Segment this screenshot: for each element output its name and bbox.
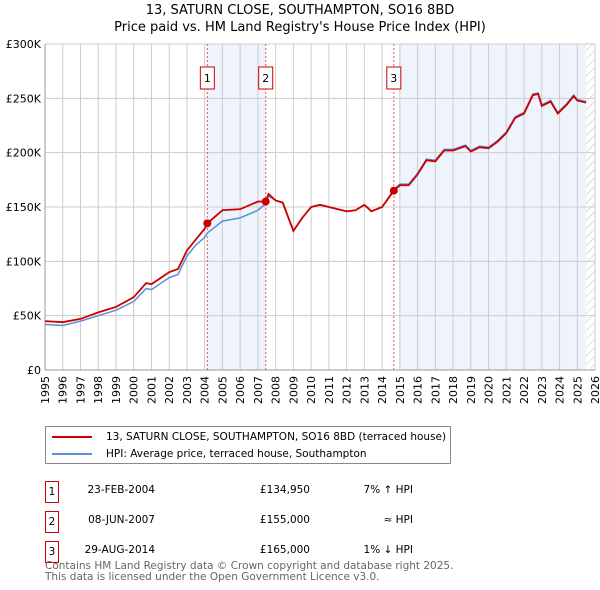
x-tick-label: 2018 — [447, 376, 460, 404]
y-tick-label: £100K — [6, 255, 42, 268]
sale-point — [261, 197, 270, 206]
sale-point — [203, 219, 212, 228]
chart-subtitle: Price paid vs. HM Land Registry's House … — [114, 20, 486, 35]
sale-hpi-compare: 7% ↑ HPI — [363, 484, 413, 496]
plot-area: 1995 1996 1997 1998 1999 2000 2001 2002 2003 2004… — [6, 38, 600, 404]
x-tick-label: 1999 — [110, 376, 123, 404]
x-tick-label: 2016 — [412, 376, 425, 404]
x-tick-label: 2007 — [252, 376, 265, 404]
legend-red-line-icon — [52, 436, 92, 438]
x-tick-label: 2010 — [305, 376, 318, 404]
x-tick-label: 1998 — [92, 376, 105, 404]
y-tick-label: £0 — [27, 364, 41, 377]
sale-number-badge: 2 — [45, 511, 59, 533]
sale-date: 08-JUN-2007 — [88, 514, 155, 526]
x-tick-label: 2024 — [554, 376, 567, 404]
x-tick-label: 2023 — [536, 376, 549, 404]
sale-row: 2 08-JUN-2007 £155,000 ≈ HPI — [45, 511, 445, 533]
y-tick-label: £200K — [6, 147, 42, 160]
legend-blue-line-icon — [52, 453, 92, 455]
sale-number-badge: 1 — [45, 481, 59, 503]
x-tick-label: 2001 — [145, 376, 158, 404]
x-tick-label: 2012 — [341, 376, 354, 404]
sale-number-badge: 3 — [45, 541, 59, 563]
x-tick-label: 2004 — [199, 376, 212, 404]
sale-row: 3 29-AUG-2014 £165,000 1% ↓ HPI — [45, 541, 445, 563]
sale-label-box — [199, 66, 215, 90]
sale-date: 23-FEB-2004 — [87, 484, 155, 496]
x-tick-label: 2022 — [518, 376, 531, 404]
y-tick-label: £250K — [6, 92, 42, 105]
x-tick-label: 2011 — [323, 376, 336, 404]
x-tick-label: 2002 — [163, 376, 176, 404]
sale-label-box — [386, 66, 402, 90]
x-tick-label: 2009 — [287, 376, 300, 404]
sale-price: £134,950 — [259, 484, 310, 496]
x-tick-label: 2005 — [216, 376, 229, 404]
footer-line: Contains HM Land Registry data © Crown c… — [45, 560, 454, 572]
x-tick-label: 2017 — [429, 376, 442, 404]
x-tick-label: 2021 — [500, 376, 513, 404]
legend-label-property: 13, SATURN CLOSE, SOUTHAMPTON, SO16 8BD … — [106, 431, 447, 443]
x-tick-label: 1996 — [57, 376, 70, 404]
sale-label-box — [258, 66, 274, 90]
sale-price: £155,000 — [259, 514, 310, 526]
x-tick-label: 2003 — [181, 376, 194, 404]
footer-line: This data is licensed under the Open Gov… — [45, 571, 380, 583]
x-tick-label: 2025 — [571, 376, 584, 404]
x-tick-label: 1997 — [74, 376, 87, 404]
x-tick-label: 2000 — [128, 376, 141, 404]
sale-date: 29-AUG-2014 — [84, 544, 155, 556]
x-tick-label: 2013 — [358, 376, 371, 404]
legend: 13, SATURN CLOSE, SOUTHAMPTON, SO16 8BD … — [45, 426, 451, 464]
chart-title: 13, SATURN CLOSE, SOUTHAMPTON, SO16 8BD — [145, 3, 455, 18]
sale-label: 1 — [204, 72, 211, 85]
x-tick-label: 2008 — [270, 376, 283, 404]
sale-row: 1 23-FEB-2004 £134,950 7% ↑ HPI — [45, 481, 445, 503]
y-tick-label: £150K — [6, 201, 42, 214]
x-tick-label: 2020 — [483, 376, 496, 404]
legend-label-hpi: HPI: Average price, terraced house, Sout… — [106, 448, 367, 460]
sale-label: 3 — [390, 72, 397, 85]
x-tick-label: 2019 — [465, 376, 478, 404]
x-tick-label: 1995 — [39, 376, 52, 404]
price-paid-line — [44, 92, 587, 324]
sale-hpi-compare: ≈ HPI — [383, 514, 413, 526]
sale-price: £165,000 — [259, 544, 310, 556]
x-tick-label: 2026 — [589, 376, 600, 404]
y-tick-label: £50K — [13, 310, 42, 323]
x-tick-label: 2014 — [376, 376, 389, 404]
x-tick-label: 2015 — [394, 376, 407, 404]
sale-hpi-compare: 1% ↓ HPI — [363, 544, 413, 556]
y-tick-label: £300K — [6, 38, 42, 51]
sale-label: 2 — [262, 72, 269, 85]
sale-point — [389, 186, 398, 195]
x-tick-label: 2006 — [234, 376, 247, 404]
footer: Contains HM Land Registry data © Crown c… — [45, 561, 453, 583]
